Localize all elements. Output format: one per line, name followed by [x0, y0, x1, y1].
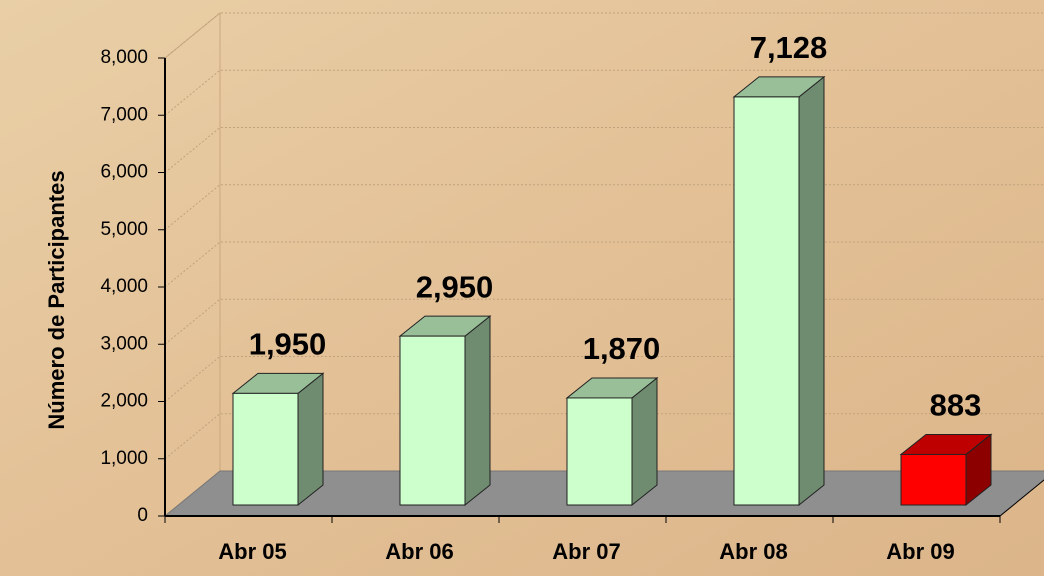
x-tick-label: Abr 08	[719, 539, 787, 564]
y-tick-label: 3,000	[100, 333, 148, 354]
y-axis-label: Número de Participantes	[44, 170, 69, 429]
x-axis-depth	[999, 479, 1044, 517]
value-label: 2,950	[416, 269, 494, 304]
bar	[733, 96, 800, 506]
bar	[900, 453, 967, 506]
grid-line	[164, 69, 1044, 116]
bar-side	[297, 372, 324, 507]
y-tick-label: 2,000	[100, 391, 148, 412]
value-label: 1,950	[249, 327, 327, 362]
grid-line	[164, 12, 1044, 59]
y-tick-label: 4,000	[100, 276, 148, 297]
bar-side	[798, 75, 825, 507]
value-label: 7,128	[750, 30, 828, 65]
y-tick-label: 0	[137, 505, 148, 526]
y-tick-label: 8,000	[100, 47, 148, 68]
y-tick-label: 5,000	[100, 219, 148, 240]
x-tick-label: Abr 06	[385, 539, 453, 564]
y-tick-label: 7,000	[100, 104, 148, 125]
bar-side	[464, 315, 491, 507]
y-tick-label: 6,000	[100, 162, 148, 183]
x-tick-label: Abr 05	[218, 539, 286, 564]
bar	[399, 335, 466, 506]
value-label: 883	[930, 388, 982, 423]
bar	[232, 392, 299, 506]
bar	[566, 397, 633, 506]
bar-side	[631, 376, 658, 507]
x-tick-label: Abr 09	[886, 539, 954, 564]
value-label: 1,870	[583, 331, 661, 366]
x-tick-label: Abr 07	[552, 539, 620, 564]
y-tick-label: 1,000	[100, 448, 148, 469]
